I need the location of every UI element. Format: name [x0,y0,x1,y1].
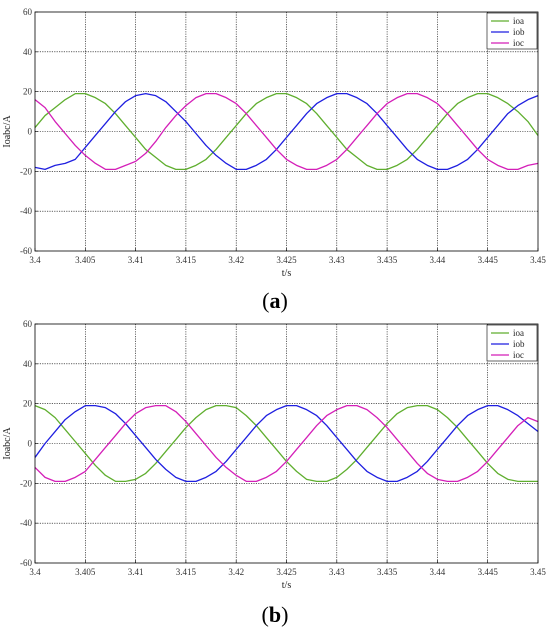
legend-label-iob: iob [513,27,525,37]
y-tick-label: -60 [20,246,32,256]
series-line-ioc [34,405,539,482]
y-tick-label: 0 [28,439,33,449]
x-tick-label: 3.415 [176,567,197,577]
plot-area [35,12,538,251]
x-tick-label: 3.435 [377,255,398,265]
x-tick-label: 3.44 [430,567,446,577]
y-tick-label: 0 [28,127,33,137]
panel-caption: (a) [262,288,288,313]
series-line-iob [34,93,539,170]
y-tick-label: 20 [23,399,33,409]
y-axis-label: Ioabc/A [2,115,13,148]
x-tick-label: 3.445 [478,567,499,577]
chart-panel-a: 3.4 3.405 3.41 3.415 3.42 3.425 3.43 3.435 3.44 3… [2,7,546,313]
x-tick-label: 3.425 [276,567,297,577]
caption-open-paren: ( [262,288,269,313]
y-tick-label: -60 [20,558,32,568]
x-tick-label: 3.41 [128,567,144,577]
legend-label-ioa: ioa [513,328,524,338]
x-tick-label: 3.425 [276,255,297,265]
x-tick-label: 3.43 [329,255,345,265]
x-tick-label: 3.405 [75,255,96,265]
y-tick-label: -20 [20,478,32,488]
caption-letter: b [269,602,281,627]
chart-panel-b: 3.4 3.405 3.41 3.415 3.42 3.425 3.43 3.435 3.44 3… [2,319,546,627]
legend-label-ioc: ioc [513,350,524,360]
y-axis-label: Ioabc/A [2,427,13,460]
series-line-ioa [34,93,539,170]
y-tick-label: -40 [20,206,32,216]
caption-close-paren: ) [281,288,288,313]
y-tick-label: 60 [23,7,33,17]
series-line-ioc [34,93,539,170]
y-tick-label: 20 [23,87,33,97]
x-tick-label: 3.42 [228,567,244,577]
x-tick-label: 3.4 [29,255,41,265]
x-tick-label: 3.445 [478,255,499,265]
legend-label-ioa: ioa [513,16,524,26]
legend-label-ioc: ioc [513,38,524,48]
x-tick-label: 3.41 [128,255,144,265]
plot-area [35,324,538,563]
caption-letter: a [270,288,281,313]
x-axis-label: t/s [282,268,292,279]
caption-open-paren: ( [262,602,269,627]
legend-label-iob: iob [513,339,525,349]
x-tick-label: 3.4 [29,567,41,577]
x-tick-label: 3.43 [329,567,345,577]
x-tick-label: 3.435 [377,567,398,577]
series-line-iob [34,405,539,482]
caption-close-paren: ) [281,602,288,627]
y-tick-label: 40 [23,47,33,57]
panel-caption: (b) [262,602,289,627]
y-tick-label: -20 [20,166,32,176]
x-tick-label: 3.45 [530,567,546,577]
y-tick-label: -40 [20,518,32,528]
x-tick-label: 3.405 [75,567,96,577]
x-tick-label: 3.44 [430,255,446,265]
x-axis-label: t/s [282,580,292,591]
y-tick-label: 40 [23,359,33,369]
y-tick-label: 60 [23,319,33,329]
x-tick-label: 3.415 [176,255,197,265]
x-tick-label: 3.45 [530,255,546,265]
x-tick-label: 3.42 [228,255,244,265]
